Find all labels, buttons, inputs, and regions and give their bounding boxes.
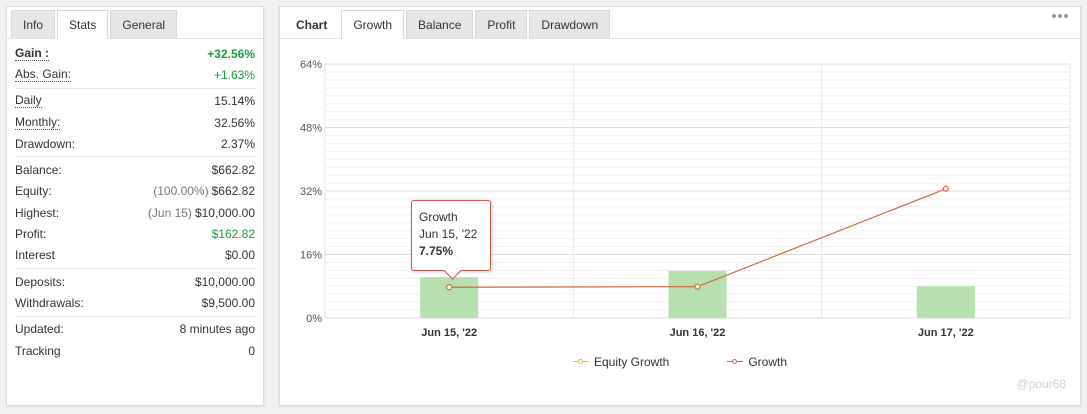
stats-list: Gain : +32.56% Abs. Gain: +1.63% Daily 1…: [7, 39, 263, 363]
tab-stats[interactable]: Stats: [57, 10, 109, 39]
daily-value: 15.14%: [214, 94, 255, 109]
equity-percent: (100.00%): [153, 184, 209, 199]
interest-value: $0.00: [224, 248, 255, 263]
legend-item-equity-growth[interactable]: Equity Growth: [572, 355, 670, 369]
y-tick-label: 32%: [300, 186, 322, 198]
withdrawals-label: Withdrawals:: [15, 295, 84, 310]
stat-row-tracking: Tracking 0: [15, 340, 255, 361]
updated-label: Updated:: [15, 322, 64, 337]
equity-label: Equity:: [15, 184, 52, 199]
x-tick-label: Jun 16, '22: [670, 327, 726, 339]
tab-info[interactable]: Info: [11, 10, 56, 38]
tooltip-value: 7.75%: [419, 244, 454, 258]
legend-equity-label: Equity Growth: [593, 355, 670, 369]
drawdown-label: Drawdown:: [15, 136, 76, 151]
y-tick-label: 48%: [300, 123, 322, 135]
chart-tabbar: Chart Growth Balance Profit Drawdown: [280, 7, 1080, 39]
stat-row-deposits: Deposits: $10,000.00: [15, 271, 255, 292]
equity-value-wrap: (100.00%) $662.82: [153, 184, 255, 198]
tab-general[interactable]: General: [110, 10, 178, 38]
legend-growth-label: Growth: [748, 355, 788, 369]
gain-label[interactable]: Gain :: [15, 45, 50, 61]
stat-row-gain: Gain : +32.56%: [15, 43, 255, 64]
tab-balance[interactable]: Balance: [406, 10, 474, 38]
highest-label: Highest:: [15, 205, 60, 220]
equity-growth-bar: [420, 277, 479, 318]
growth-point: [942, 185, 949, 192]
y-tick-label: 64%: [300, 59, 322, 71]
chart-tooltip: Growth Jun 15, '22 7.75%: [411, 200, 491, 271]
stat-row-balance: Balance: $662.82: [15, 159, 255, 180]
tab-profit[interactable]: Profit: [475, 10, 528, 38]
gain-value: +32.56%: [207, 46, 255, 61]
stat-row-profit: Profit: $162.82: [15, 223, 255, 244]
stats-panel: Info Stats General Gain : +32.56% Abs. G…: [6, 6, 264, 406]
monthly-value: 32.56%: [214, 115, 255, 130]
legend-item-growth[interactable]: Growth: [727, 355, 787, 369]
highest-value-wrap: (Jun 15) $10,000.00: [148, 206, 255, 220]
stat-row-abs-gain: Abs. Gain: +1.63%: [15, 64, 255, 85]
chart-heading: Chart: [296, 18, 328, 32]
watermark: @pour68: [1016, 377, 1066, 391]
monthly-label[interactable]: Monthly:: [15, 114, 61, 130]
drawdown-value: 2.37%: [220, 136, 255, 151]
x-tick-label: Jun 15, '22: [421, 327, 477, 339]
growth-point: [694, 283, 701, 290]
left-tabbar: Info Stats General: [7, 7, 263, 39]
equity-growth-bar: [916, 286, 975, 318]
deposits-label: Deposits:: [15, 274, 66, 289]
growth-point: [446, 284, 453, 291]
stat-row-drawdown: Drawdown: 2.37%: [15, 133, 255, 154]
abs-gain-value: +1.63%: [213, 67, 255, 82]
profit-value: $162.82: [211, 227, 255, 242]
gain-group: Gain : +32.56% Abs. Gain: +1.63%: [15, 41, 255, 89]
stat-row-daily: Daily 15.14%: [15, 91, 255, 112]
chart-legend: Equity Growth Growth: [280, 355, 1080, 369]
equity-growth-bar: [668, 270, 727, 318]
tooltip-date: Jun 15, '22: [419, 227, 478, 241]
stat-row-equity: Equity: (100.00%) $662.82: [15, 181, 255, 202]
y-tick-label: 16%: [300, 250, 322, 262]
stat-row-monthly: Monthly: 32.56%: [15, 112, 255, 133]
funds-group: Deposits: $10,000.00 Withdrawals: $9,500…: [15, 269, 255, 317]
chart-svg: 0% 16% 32% 48% 64% Jun 15, '22 Jun 16, '22 Jun …: [300, 59, 1071, 339]
stat-row-updated: Updated: 8 minutes ago: [15, 319, 255, 340]
tab-growth[interactable]: Growth: [341, 10, 405, 39]
equity-value: $662.82: [211, 184, 255, 199]
legend-equity-marker-icon: [572, 357, 589, 367]
balance-value: $662.82: [211, 163, 255, 178]
balance-label: Balance:: [15, 163, 62, 178]
tracking-label: Tracking: [15, 343, 61, 358]
tooltip-title: Growth: [419, 210, 458, 224]
stat-row-withdrawals: Withdrawals: $9,500.00: [15, 292, 255, 313]
tab-drawdown[interactable]: Drawdown: [529, 10, 611, 38]
deposits-value: $10,000.00: [194, 274, 255, 289]
abs-gain-label[interactable]: Abs. Gain:: [15, 66, 72, 82]
chart-panel: Chart Growth Balance Profit Drawdown 0% 1…: [279, 6, 1081, 406]
y-tick-label: 0%: [306, 313, 322, 325]
tracking-value: 0: [248, 343, 255, 358]
profit-label: Profit:: [15, 227, 47, 242]
rate-group: Daily 15.14% Monthly: 32.56% Drawdown: 2…: [15, 89, 255, 158]
updated-value: 8 minutes ago: [179, 322, 255, 337]
highest-date: (Jun 15): [147, 205, 192, 220]
interest-label: Interest: [15, 248, 56, 263]
daily-label[interactable]: Daily: [15, 93, 42, 109]
growth-chart: 0% 16% 32% 48% 64% Jun 15, '22 Jun 16, '22 Jun …: [280, 39, 1080, 405]
withdrawals-value: $9,500.00: [201, 295, 255, 310]
stat-row-highest: Highest: (Jun 15) $10,000.00: [15, 202, 255, 223]
account-group: Balance: $662.82 Equity: (100.00%) $662.8…: [15, 157, 255, 269]
stat-row-interest: Interest $0.00: [15, 245, 255, 266]
x-tick-label: Jun 17, '22: [918, 327, 974, 339]
legend-growth-marker-icon: [727, 357, 744, 367]
highest-value: $10,000.00: [194, 205, 255, 220]
more-options-icon[interactable]: [1052, 14, 1068, 18]
meta-group: Updated: 8 minutes ago Tracking 0: [15, 317, 255, 364]
